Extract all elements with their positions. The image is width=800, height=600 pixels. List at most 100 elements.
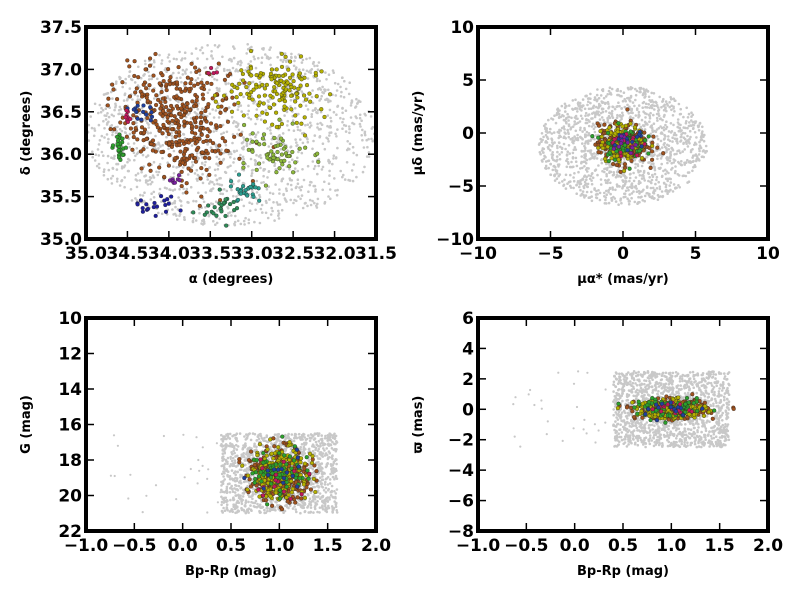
background-point [622, 91, 626, 94]
member-point [213, 149, 218, 154]
member-point [157, 128, 162, 133]
background-point [258, 193, 261, 197]
x-tick-label: 35.0 [65, 244, 107, 264]
member-point [177, 111, 183, 116]
background-point [617, 184, 621, 188]
background-point [656, 198, 660, 201]
background-point [105, 133, 109, 136]
background-point [643, 120, 647, 124]
background-point [612, 171, 616, 174]
member-point [157, 165, 162, 170]
background-point [351, 145, 355, 149]
background-point [303, 72, 307, 76]
background-point [335, 193, 339, 197]
background-point [119, 108, 123, 111]
member-point [328, 92, 333, 97]
background-point [581, 98, 585, 101]
background-point [214, 67, 218, 71]
background-point [215, 162, 218, 166]
background-point [218, 217, 221, 221]
background-point [208, 88, 211, 92]
background-point [579, 179, 582, 182]
background-point [311, 160, 315, 163]
member-point [141, 103, 146, 108]
background-point [230, 59, 233, 63]
background-point [300, 151, 304, 155]
background-point [674, 186, 678, 190]
background-point [610, 112, 614, 116]
background-point [247, 104, 250, 107]
background-point [308, 439, 312, 443]
background-point [558, 181, 561, 185]
background-point [312, 60, 316, 64]
background-point [660, 146, 664, 149]
background-point [248, 142, 252, 146]
background-point [642, 100, 646, 104]
member-point [182, 119, 187, 124]
background-point [293, 167, 297, 170]
background-point [216, 102, 220, 105]
member-point [231, 199, 236, 205]
member-point [639, 144, 644, 149]
member-point [185, 75, 190, 80]
background-point [248, 432, 251, 435]
background-point [266, 55, 270, 59]
background-point [672, 183, 676, 186]
background-point [675, 137, 679, 141]
background-point [340, 76, 344, 79]
member-point [161, 109, 166, 114]
member-point [616, 121, 621, 126]
background-point [110, 113, 114, 117]
background-point [686, 145, 690, 148]
background-point [150, 192, 153, 195]
member-point [271, 155, 276, 160]
background-point [286, 182, 290, 186]
background-point [233, 47, 236, 50]
background-point [593, 155, 597, 158]
background-point [662, 128, 666, 132]
background-point [259, 118, 263, 121]
background-point [321, 142, 325, 145]
background-point [93, 102, 97, 106]
background-point [278, 203, 282, 206]
background-point [104, 107, 108, 110]
background-point [603, 102, 607, 105]
background-point [269, 129, 272, 132]
member-point [628, 151, 633, 156]
member-point [286, 154, 291, 159]
background-point [554, 121, 558, 125]
background-point [316, 68, 320, 71]
background-point [318, 506, 322, 510]
background-point [126, 160, 129, 164]
member-point [140, 92, 145, 97]
background-point [572, 148, 576, 151]
background-point [358, 113, 362, 117]
background-point [194, 219, 198, 222]
background-point [250, 169, 254, 172]
member-point [228, 71, 233, 77]
member-point [112, 127, 117, 132]
background-point [332, 154, 336, 157]
background-point [109, 90, 113, 94]
background-point [626, 186, 630, 189]
background-point [672, 97, 675, 101]
background-point [138, 98, 142, 101]
member-point [649, 149, 655, 154]
background-point [289, 98, 293, 102]
background-point [229, 164, 232, 168]
background-point [290, 56, 293, 60]
member-point [246, 147, 251, 152]
background-point [105, 92, 109, 95]
background-point [102, 174, 106, 177]
background-point [630, 182, 634, 185]
background-point [365, 138, 369, 142]
background-point [544, 167, 548, 170]
member-point [185, 101, 190, 106]
member-point [166, 67, 171, 72]
member-point [269, 77, 274, 82]
member-point [169, 113, 174, 118]
background-point [182, 187, 185, 191]
member-point [164, 104, 169, 110]
background-point [326, 499, 329, 503]
background-point [203, 66, 206, 70]
